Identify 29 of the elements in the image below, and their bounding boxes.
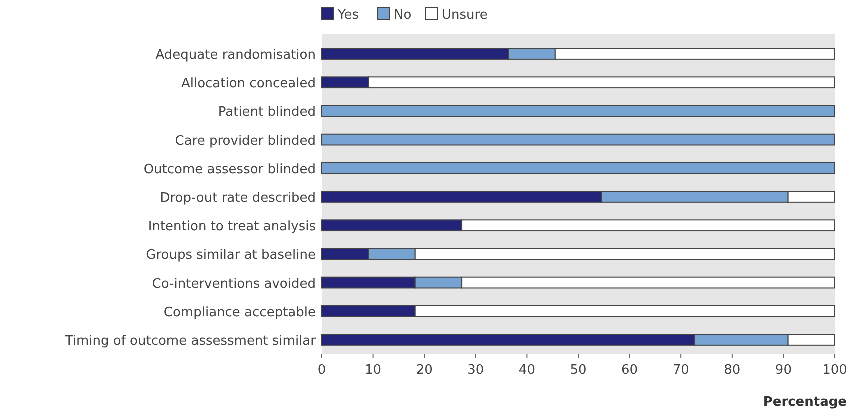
- x-tick-label: 60: [622, 363, 638, 378]
- y-tick-label: Patient blinded: [218, 105, 316, 120]
- y-tick-label: Care provider blinded: [175, 134, 316, 149]
- legend-label: No: [394, 8, 412, 23]
- y-tick-label: Co-interventions avoided: [152, 276, 316, 292]
- x-tick-label: 50: [570, 363, 587, 378]
- y-tick-label: Timing of outcome assessment similar: [64, 334, 317, 349]
- legend-label: Yes: [337, 8, 360, 23]
- y-tick-label: Groups similar at baseline: [146, 248, 316, 264]
- x-axis-title: Percentage: [763, 395, 848, 410]
- y-tick-label: Allocation concealed: [181, 76, 316, 92]
- bar: [322, 134, 836, 146]
- x-tick-label: 80: [724, 363, 741, 378]
- y-tick-label: Compliance acceptable: [164, 305, 316, 320]
- x-tick-label: 10: [365, 363, 382, 378]
- x-tick-label: 40: [518, 363, 536, 378]
- x-tick-label: 30: [468, 363, 484, 378]
- x-tick-label: 20: [416, 363, 433, 378]
- bar: [322, 162, 836, 174]
- y-tick-label: Intention to treat analysis: [148, 220, 316, 235]
- y-tick-label: Drop-out rate described: [160, 191, 316, 206]
- y-tick-label: Adequate randomisation: [156, 48, 316, 64]
- x-tick-label: 0: [318, 363, 326, 378]
- bar: [322, 105, 836, 118]
- y-tick-label: Outcome assessor blinded: [144, 162, 316, 178]
- legend-label: Unsure: [442, 8, 488, 23]
- x-tick-label: 90: [775, 363, 792, 378]
- x-tick-label: 100: [822, 363, 848, 378]
- x-tick-label: 70: [672, 363, 690, 378]
